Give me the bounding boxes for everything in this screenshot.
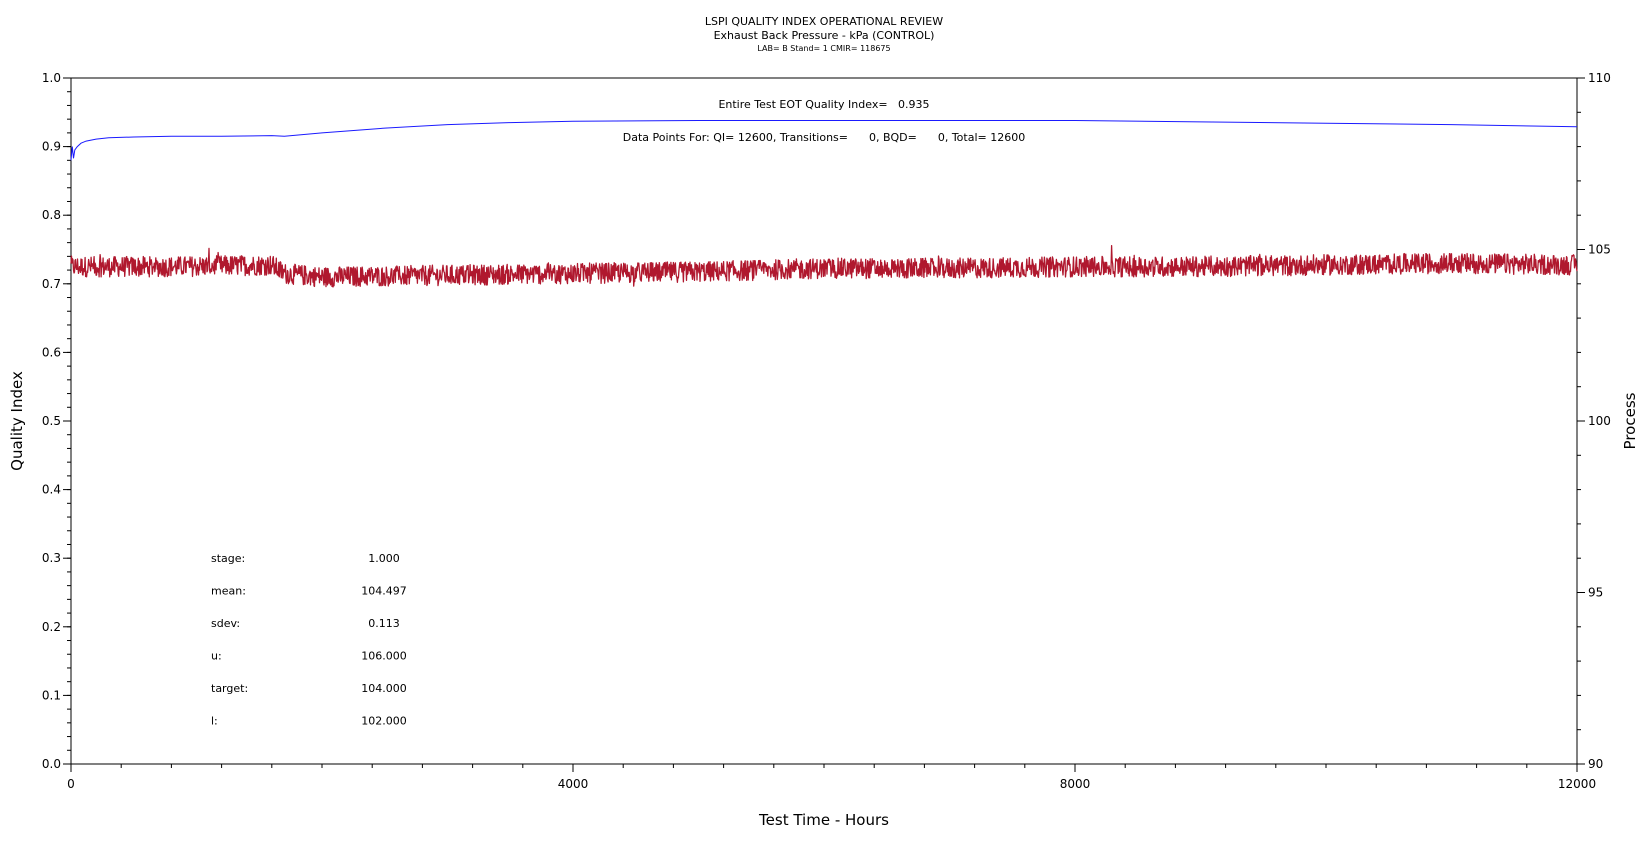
y-axis-right-label: Process xyxy=(1621,392,1639,449)
series-process-line xyxy=(70,245,1578,288)
series-layer xyxy=(70,120,1578,288)
stat-value: 102.000 xyxy=(361,715,407,728)
chart-subtitle: Exhaust Back Pressure - kPa (CONTROL) xyxy=(714,29,935,42)
y-left-tick-label: 0.4 xyxy=(42,483,61,497)
x-axis-label: Test Time - Hours xyxy=(758,811,889,829)
plot-frame xyxy=(70,77,1578,765)
stat-label: target: xyxy=(211,682,248,695)
y-left-tick-label: 0.0 xyxy=(42,757,61,771)
y-left-tick-label: 0.1 xyxy=(42,688,61,702)
y-left-tick-label: 0.7 xyxy=(42,277,61,291)
y-left-tick-label: 0.5 xyxy=(42,414,61,428)
stat-label: stage: xyxy=(211,552,245,565)
stat-value: 106.000 xyxy=(361,650,407,663)
y-left-tick-label: 1.0 xyxy=(42,71,61,85)
stat-label: sdev: xyxy=(211,617,240,630)
y-right-tick-label: 105 xyxy=(1588,243,1611,257)
stats-table: stage: 1.000 mean: 104.497 sdev: 0.113 u: 106.0… xyxy=(211,552,407,728)
series-quality-index-line xyxy=(70,120,1578,161)
y-axis-left-label: Quality Index xyxy=(8,371,26,471)
stat-value: 0.113 xyxy=(368,617,400,630)
y-right-tick-label: 100 xyxy=(1588,414,1611,428)
data-points-annotation: Data Points For: QI= 12600, Transitions=… xyxy=(623,131,1025,144)
x-tick-label: 12000 xyxy=(1558,777,1596,791)
eot-quality-index-annotation: Entire Test EOT Quality Index= 0.935 xyxy=(718,98,929,111)
stat-label: mean: xyxy=(211,585,246,598)
y-right-tick-label: 110 xyxy=(1588,71,1611,85)
y-axis-right: 90 95 100 105 110 xyxy=(1577,71,1611,771)
y-left-tick-label: 0.8 xyxy=(42,208,61,222)
stat-label: l: xyxy=(211,715,218,728)
x-axis: 0 4000 8000 12000 xyxy=(67,764,1596,791)
y-axis-left: 0.0 0.1 0.2 0.3 0.4 0.5 0.6 0.7 0.8 0.9 1.0 xyxy=(42,71,71,771)
y-right-tick-label: 95 xyxy=(1588,586,1603,600)
x-tick-label: 0 xyxy=(67,777,75,791)
stat-value: 104.497 xyxy=(361,585,407,598)
chart-subtitle-small: LAB= B Stand= 1 CMIR= 118675 xyxy=(757,44,890,53)
y-left-tick-label: 0.6 xyxy=(42,345,61,359)
chart-title: LSPI QUALITY INDEX OPERATIONAL REVIEW xyxy=(705,15,943,28)
x-tick-label: 4000 xyxy=(558,777,589,791)
stat-value: 104.000 xyxy=(361,682,407,695)
x-tick-label: 8000 xyxy=(1060,777,1091,791)
stat-label: u: xyxy=(211,650,222,663)
y-left-tick-label: 0.2 xyxy=(42,620,61,634)
y-right-tick-label: 90 xyxy=(1588,757,1603,771)
y-left-tick-label: 0.9 xyxy=(42,140,61,154)
y-left-tick-label: 0.3 xyxy=(42,551,61,565)
stat-value: 1.000 xyxy=(368,552,400,565)
